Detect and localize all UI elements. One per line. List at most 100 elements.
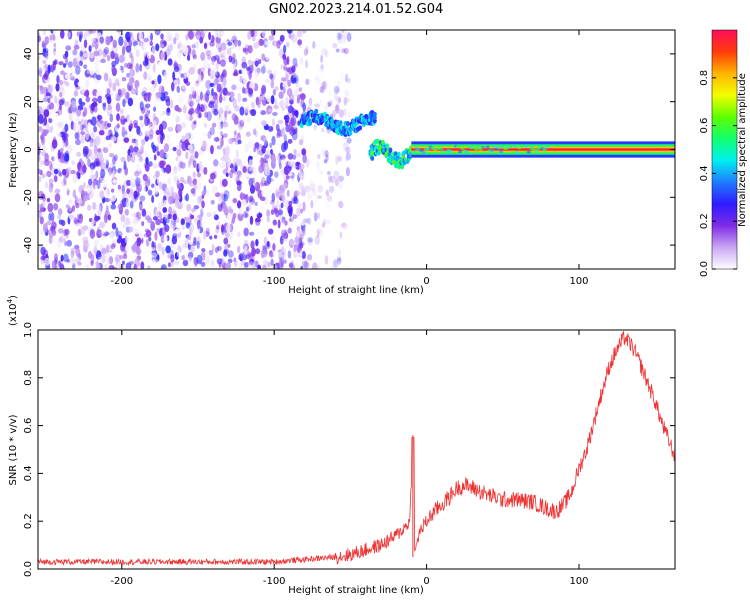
spectrogram-cell: [99, 118, 103, 124]
spectrogram-cell: [57, 136, 61, 145]
spectrogram-cell: [254, 71, 259, 81]
spectrogram-cell: [53, 95, 58, 104]
spectrogram-cell: [211, 103, 215, 114]
spectrogram-cell: [136, 183, 143, 193]
spectrogram-cell: [152, 144, 157, 154]
spectrogram-cell: [299, 208, 304, 214]
spectrogram-cell: [117, 88, 122, 96]
spectrogram-cell: [242, 47, 247, 53]
spectrogram-cell: [233, 132, 240, 142]
spectrogram-cell: [135, 138, 139, 148]
spectrogram-cell: [59, 200, 65, 205]
spectrogram-cell: [276, 132, 281, 139]
spectrogram-cell: [339, 71, 345, 80]
spectrogram-cell: [337, 97, 342, 104]
spectrogram-cell: [327, 175, 333, 183]
spectrogram-cell: [93, 239, 100, 246]
spectrogram-cell: [261, 190, 265, 196]
spectrogram-cell: [81, 164, 87, 173]
spectrogram-cell: [48, 183, 53, 193]
spectrogram-cell: [217, 195, 222, 205]
spectrogram-cell: [196, 219, 201, 230]
spectrogram-cell: [200, 104, 206, 113]
spectrogram-cell: [241, 199, 247, 206]
spectrogram-cell: [342, 31, 349, 40]
spectrogram-cell: [298, 87, 303, 92]
spectrogram-cell: [346, 32, 352, 42]
spectrogram-cell: [96, 32, 102, 38]
spectrogram-cell: [38, 69, 42, 75]
spectrogram-cell: [227, 206, 233, 216]
spectrogram-cell: [83, 64, 88, 70]
spectrogram-cell: [69, 72, 73, 80]
spectrogram-cell: [98, 130, 105, 136]
spectrogram-cell: [246, 206, 250, 212]
spectrogram-cell: [212, 84, 216, 89]
spectrogram-cell: [120, 55, 126, 62]
spectrogram-cell: [102, 147, 109, 154]
spectrogram-cell: [196, 236, 201, 245]
spectrogram-cell: [155, 218, 161, 226]
spectrogram-cell: [48, 178, 53, 185]
spectrogram-cell: [292, 57, 298, 67]
spectrogram-cell: [262, 244, 266, 250]
spectrogram-cell: [278, 259, 284, 269]
spectrogram-cell: [254, 207, 260, 216]
spectrogram-cell: [49, 234, 53, 239]
spectrogram-cell: [269, 142, 273, 149]
spectrogram-cell: [337, 33, 343, 39]
spectrogram-cell: [297, 242, 304, 249]
spectrogram-cell: [120, 115, 126, 120]
spectrogram-cell: [242, 97, 248, 102]
spectrogram-cell: [271, 155, 277, 164]
spectrogram-cell: [38, 106, 44, 116]
spectrogram-cell: [290, 99, 294, 105]
spectrogram-cell: [264, 181, 270, 186]
spectrogram-cell: [250, 240, 255, 250]
spectrogram-cell: [150, 86, 156, 93]
spectrogram-cell: [143, 185, 146, 195]
spectrogram-cell: [43, 159, 50, 167]
spectrogram-cell: [256, 145, 260, 155]
spectrogram-cell: [247, 261, 254, 269]
spectrogram-cell: [277, 228, 282, 239]
spectrogram-cell: [281, 229, 287, 238]
spectrogram-cell: [111, 169, 116, 180]
spectrogram-cell: [471, 145, 476, 149]
spectrogram-cell: [201, 103, 208, 111]
spectrogram-cell: [212, 185, 219, 195]
spectrogram-cell: [72, 122, 77, 132]
spectrogram-cell: [327, 170, 331, 176]
spectrogram-cell: [185, 132, 191, 140]
spectrogram-cell: [301, 251, 306, 260]
spectrogram-cell: [68, 199, 73, 205]
spectrogram-cell: [189, 101, 194, 107]
spectrogram-cell: [188, 67, 195, 75]
spectrogram-cell: [338, 175, 344, 182]
spectrogram-cell: [260, 87, 265, 95]
spectrogram-cell: [296, 225, 300, 232]
spectrogram-cell: [302, 228, 306, 236]
spectrogram-cell: [325, 154, 329, 162]
spectrogram-cell: [260, 135, 267, 142]
spectrogram-cell: [139, 63, 143, 72]
spectrogram-cell: [264, 165, 268, 176]
spectrogram-cell: [47, 84, 52, 91]
spectrogram-cell: [267, 108, 273, 113]
spectrogram-cell: [345, 265, 350, 269]
spectrogram-cell: [324, 50, 329, 58]
spectrogram-cell: [281, 158, 288, 166]
spectrogram-cell: [188, 30, 194, 40]
spectrogram-cell: [73, 90, 79, 97]
spectrogram-cell: [234, 164, 238, 173]
spectrogram-cell: [150, 221, 156, 232]
spectrogram-cell: [287, 227, 292, 234]
spectrogram-cell: [73, 217, 79, 225]
spectrogram-cell: [185, 132, 190, 139]
spectrogram-cell: [66, 31, 71, 39]
spectrogram-cell: [177, 64, 182, 75]
spectrogram-cell: [309, 182, 316, 192]
spectrogram-cell: [311, 188, 317, 197]
spectrogram-cell: [221, 96, 227, 102]
spectrogram-cell: [85, 79, 90, 89]
